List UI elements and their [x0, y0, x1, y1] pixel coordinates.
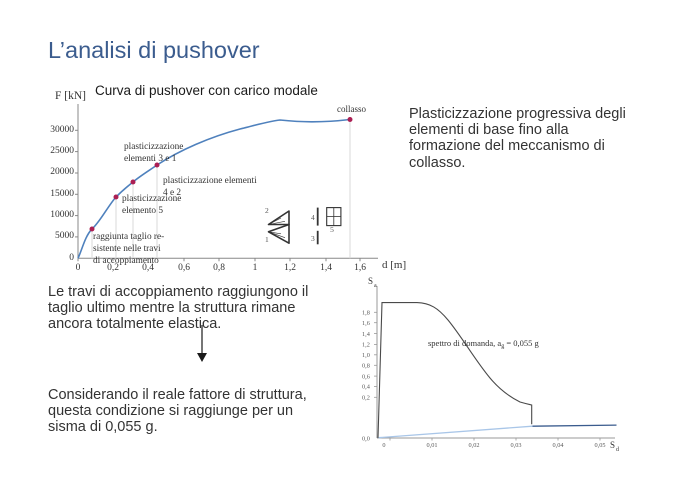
svg-text:0,2: 0,2	[362, 395, 370, 402]
svg-text:0,6: 0,6	[362, 373, 370, 380]
svg-text:S: S	[610, 440, 615, 450]
svg-text:1,8: 1,8	[362, 310, 370, 317]
svg-text:1,2: 1,2	[362, 342, 370, 349]
svg-text:0,4: 0,4	[362, 384, 371, 391]
svg-text:0,01: 0,01	[426, 442, 437, 449]
svg-text:0,0: 0,0	[362, 435, 370, 442]
svg-text:0,04: 0,04	[552, 442, 564, 449]
svg-text:d: d	[616, 447, 619, 453]
svg-text:S: S	[368, 276, 373, 286]
svg-text:1,6: 1,6	[362, 320, 370, 327]
svg-text:1,0: 1,0	[362, 352, 370, 359]
svg-text:0,02: 0,02	[468, 442, 479, 449]
svg-text:0,8: 0,8	[362, 363, 370, 370]
svg-text:0,05: 0,05	[594, 442, 605, 449]
svg-text:spettro di domanda, ag = 0,055: spettro di domanda, ag = 0,055 g	[428, 338, 539, 350]
svg-text:0: 0	[382, 442, 385, 449]
svg-text:1,4: 1,4	[362, 331, 371, 338]
svg-text:0,03: 0,03	[510, 442, 521, 449]
svg-text:a: a	[374, 283, 377, 289]
